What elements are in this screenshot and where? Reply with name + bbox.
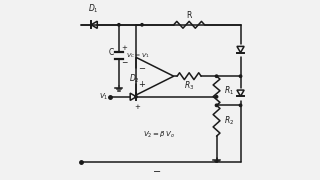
Text: −: − [153, 167, 161, 177]
Circle shape [141, 24, 143, 26]
Text: $R_1$: $R_1$ [224, 84, 235, 97]
Text: $D_2$: $D_2$ [129, 72, 140, 85]
Circle shape [215, 96, 218, 98]
Text: $R_3$: $R_3$ [184, 79, 194, 92]
Text: +: + [121, 45, 127, 51]
Text: $V_C = V_1$: $V_C = V_1$ [126, 51, 149, 60]
Circle shape [215, 104, 218, 107]
Text: $R_2$: $R_2$ [224, 114, 235, 127]
Text: R: R [187, 11, 192, 20]
Text: $D_1$: $D_1$ [88, 2, 99, 15]
Text: −: − [138, 64, 145, 73]
Text: $V_2 = \beta\,V_o$: $V_2 = \beta\,V_o$ [143, 129, 175, 140]
Text: C: C [108, 48, 114, 57]
Circle shape [239, 75, 242, 77]
Text: −: − [121, 58, 127, 67]
Circle shape [215, 75, 218, 77]
Circle shape [118, 24, 120, 26]
Circle shape [239, 104, 242, 107]
Text: +: + [134, 104, 140, 110]
Circle shape [135, 96, 137, 98]
Text: $V_1$: $V_1$ [99, 92, 108, 102]
Text: +: + [138, 80, 145, 89]
